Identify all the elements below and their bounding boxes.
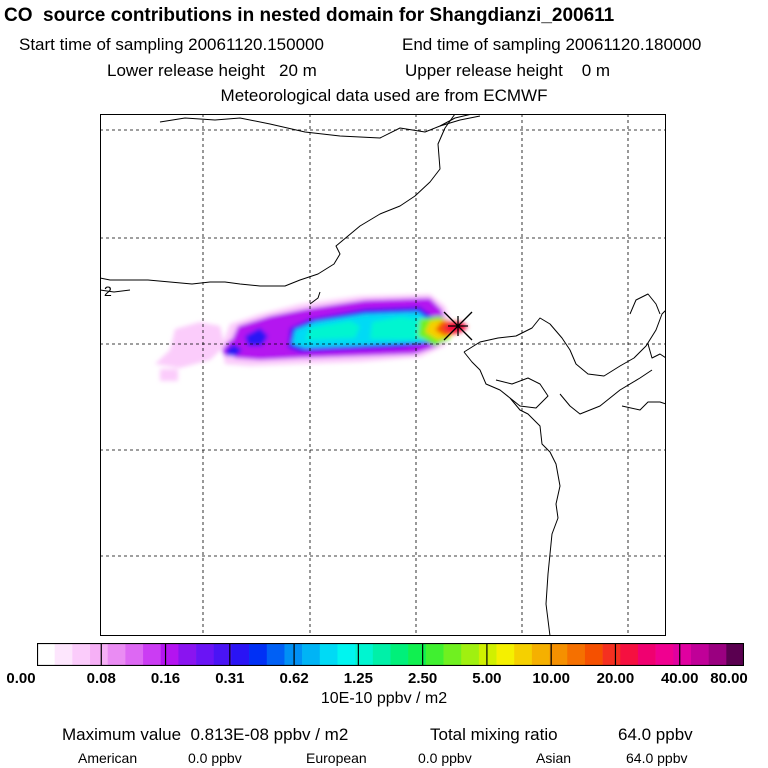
colorbar-cell [302, 643, 321, 666]
colorbar-tick-label: 0.16 [150, 670, 181, 687]
colorbar-cell [549, 643, 568, 666]
colorbar-cell [390, 643, 409, 666]
total-mixing-ratio-label: Total mixing ratio [430, 725, 558, 744]
colorbar-cell [125, 643, 144, 666]
colorbar-tick-label: 80.00 [710, 670, 748, 687]
maximum-value-label: Maximum value 0.813E-08 ppbv / m2 [62, 725, 349, 744]
coastlines [100, 114, 666, 636]
colorbar-cell [708, 643, 727, 666]
colorbar-cell [284, 643, 303, 666]
region-name-european: European [306, 750, 367, 766]
colorbar-cell [584, 643, 603, 666]
colorbar-cell [637, 643, 656, 666]
colorbar-cell [567, 643, 586, 666]
colorbar-cell [213, 643, 232, 666]
colorbar-cell [355, 643, 374, 666]
colorbar-cell [408, 643, 427, 666]
end-time-label: End time of sampling 20061120.180000 [402, 35, 702, 54]
region-name-american: American [78, 750, 138, 766]
met-data-label: Meteorological data used are from ECMWF [220, 86, 548, 105]
colorbar-cell [443, 643, 462, 666]
colorbar-cell [54, 643, 73, 666]
colorbar-cell [337, 643, 356, 666]
colorbar-cell [249, 643, 268, 666]
region-value-american: 0.0 ppbv [188, 750, 242, 766]
colorbar-tick-label: 40.00 [660, 670, 699, 687]
colorbar-cell [425, 643, 444, 666]
colorbar-tick-label: 1.25 [343, 670, 373, 687]
total-mixing-ratio-value: 64.0 ppbv [618, 725, 693, 744]
colorbar-cell [90, 643, 109, 666]
colorbar-tick-label: 0.31 [215, 670, 245, 687]
colorbar-cell [178, 643, 197, 666]
page-title: CO source contributions in nested domain… [4, 5, 615, 26]
colorbar-cell [143, 643, 162, 666]
colorbar-cell [496, 643, 515, 666]
map-frame [100, 114, 666, 636]
colorbar-cell [655, 643, 674, 666]
colorbar-cell [231, 643, 250, 666]
x-cross-icon [443, 311, 473, 341]
colorbar-frame [37, 643, 744, 666]
colorbar-cell [726, 643, 744, 666]
colorbar-cell [266, 643, 285, 666]
lower-release-height-label: Lower release height 20 m [107, 61, 317, 80]
colorbar-cell [319, 643, 338, 666]
colorbar-cell [372, 643, 391, 666]
concentration-map: 2 [100, 114, 666, 636]
colorbar-tick-label: 2.50 [408, 670, 438, 687]
colorbar-cell [37, 643, 55, 666]
colorbar [37, 643, 744, 666]
upper-release-height-label: Upper release height 0 m [405, 61, 611, 80]
colorbar-cell [514, 643, 533, 666]
plume-field [155, 294, 468, 381]
colorbar-cell [690, 643, 709, 666]
colorbar-cell [620, 643, 639, 666]
colorbar-cell [107, 643, 126, 666]
colorbar-cell [478, 643, 497, 666]
colorbar-cell [160, 643, 179, 666]
coastline-label: 2 [104, 283, 112, 299]
colorbar-tick-label: 20.00 [596, 670, 635, 687]
region-name-asian: Asian [536, 750, 572, 766]
colorbar-cell [531, 643, 550, 666]
colorbar-tick-label: 0.62 [279, 670, 309, 687]
colorbar-tick-label: 0.00 [6, 670, 36, 687]
start-time-label: Start time of sampling 20061120.150000 [19, 35, 324, 54]
region-value-european: 0.0 ppbv [418, 750, 472, 766]
region-value-asian: 64.0 ppbv [626, 750, 688, 766]
colorbar-tick-label: 0.08 [86, 670, 116, 687]
colorbar-cell [602, 643, 621, 666]
colorbar-cell [72, 643, 91, 666]
colorbar-units: 10E-10 ppbv / m2 [320, 690, 448, 707]
map-gridlines [100, 114, 666, 636]
colorbar-cell [461, 643, 480, 666]
colorbar-tick-label: 5.00 [472, 670, 502, 687]
colorbar-tick-label: 10.00 [532, 670, 570, 687]
colorbar-cell [673, 643, 692, 666]
colorbar-cells [37, 643, 744, 666]
colorbar-cell [196, 643, 215, 666]
